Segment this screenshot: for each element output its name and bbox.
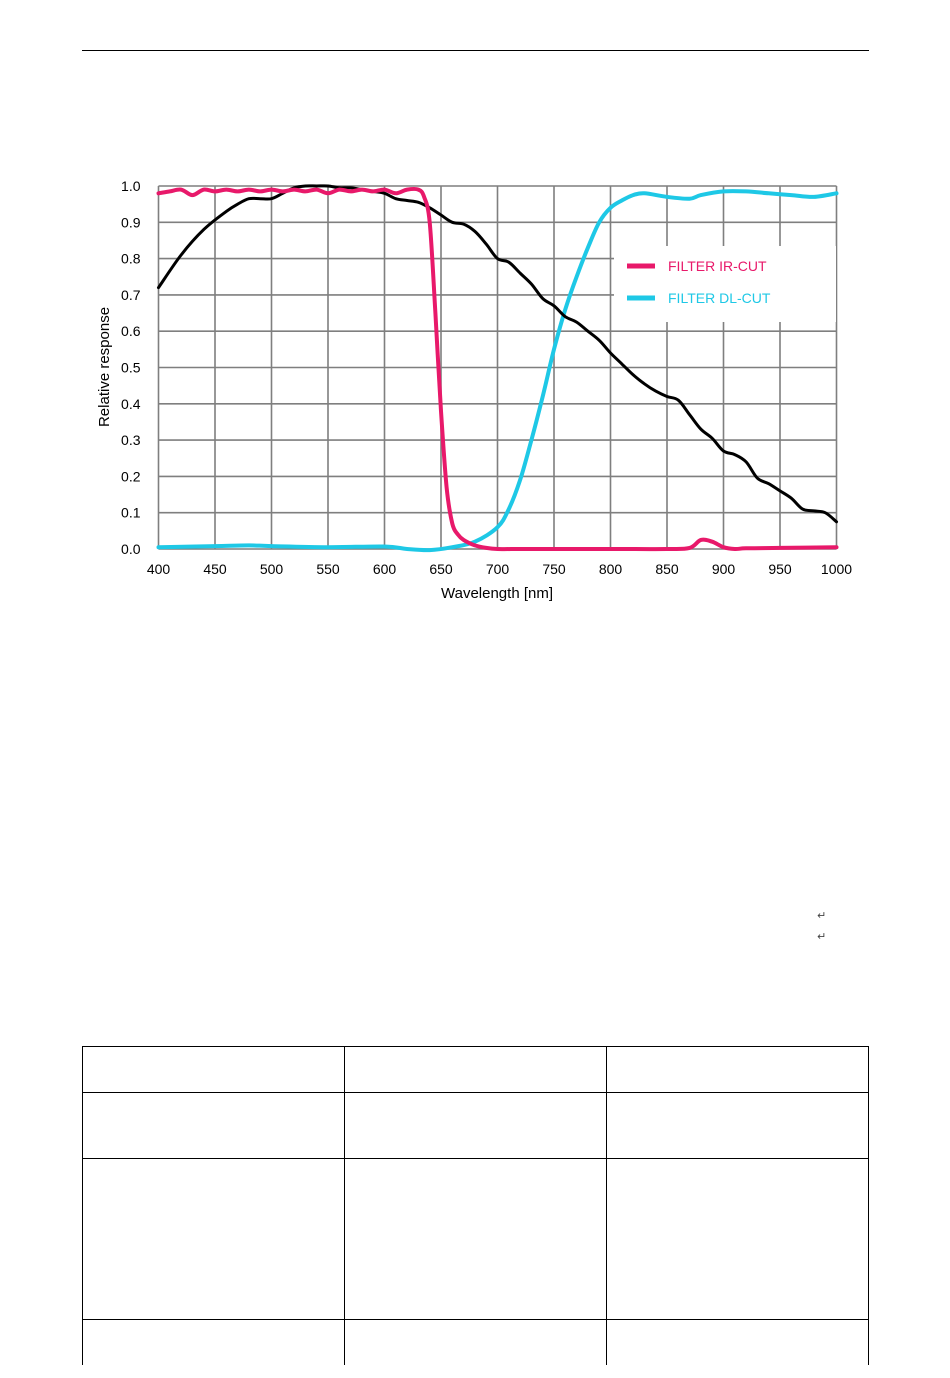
- header-rule: [82, 50, 869, 51]
- y-tick-label: 0.4: [121, 396, 141, 412]
- table-cell: [344, 1046, 607, 1093]
- x-tick-label: 450: [203, 561, 227, 577]
- table-cell: [606, 1319, 869, 1365]
- table-cell: [82, 1092, 345, 1159]
- table-row: [82, 1158, 869, 1320]
- y-tick-label: 0.6: [121, 323, 141, 339]
- table-cell: [606, 1158, 869, 1320]
- x-axis-label: Wavelength [nm]: [441, 585, 553, 602]
- table-cell: [82, 1046, 345, 1093]
- x-tick-label: 750: [542, 561, 566, 577]
- table-cell: [606, 1046, 869, 1093]
- spectral-response-chart: 400 450 500 550 600 650 700 750 800 850 900 950 1000…: [96, 178, 852, 602]
- ir-cut-filter-line: [156, 186, 839, 552]
- table-row: [82, 1319, 869, 1365]
- table-cell: [344, 1092, 607, 1159]
- y-tick-label: 0.8: [121, 251, 141, 267]
- table-cell: [82, 1158, 345, 1320]
- dl-cut-filter-line: [156, 189, 839, 553]
- table-cell: [82, 1319, 345, 1365]
- y-tick-label: 0.2: [121, 468, 141, 484]
- data-table: [82, 1046, 869, 1365]
- sensor-response-line: [157, 184, 838, 524]
- tick-labels: 400 450 500 550 600 650 700 750 800 850 900 950 1000…: [121, 178, 852, 577]
- x-tick-label: 700: [486, 561, 510, 577]
- y-tick-label: 0.0: [121, 541, 141, 557]
- table-row: [82, 1092, 869, 1159]
- y-tick-label: 0.3: [121, 432, 141, 448]
- x-tick-label: 400: [147, 561, 171, 577]
- x-tick-label: 650: [429, 561, 453, 577]
- y-tick-label: 1.0: [121, 178, 141, 194]
- x-tick-label: 950: [768, 561, 792, 577]
- legend-label-ir-cut: FILTER IR-CUT: [668, 258, 767, 274]
- table-cell: [606, 1092, 869, 1159]
- legend: FILTER IR-CUT FILTER DL-CUT: [614, 246, 836, 322]
- y-axis-label: Relative response: [96, 307, 113, 427]
- legend-box: [614, 246, 836, 322]
- x-tick-label: 1000: [821, 561, 852, 577]
- table-row: [82, 1046, 869, 1093]
- series-lines: [156, 184, 839, 553]
- y-tick-label: 0.9: [121, 214, 141, 230]
- x-tick-label: 850: [655, 561, 679, 577]
- x-tick-label: 600: [373, 561, 397, 577]
- y-tick-label: 0.5: [121, 360, 141, 376]
- y-tick-label: 0.7: [121, 287, 141, 303]
- y-tick-label: 0.1: [121, 505, 141, 521]
- return-mark: ↵: [817, 930, 827, 943]
- table-cell: [344, 1158, 607, 1320]
- x-tick-label: 500: [260, 561, 284, 577]
- return-mark: ↵: [817, 909, 827, 922]
- legend-label-dl-cut: FILTER DL-CUT: [668, 290, 771, 306]
- x-tick-label: 550: [316, 561, 340, 577]
- x-tick-label: 800: [599, 561, 623, 577]
- table-cell: [344, 1319, 607, 1365]
- x-tick-label: 900: [712, 561, 736, 577]
